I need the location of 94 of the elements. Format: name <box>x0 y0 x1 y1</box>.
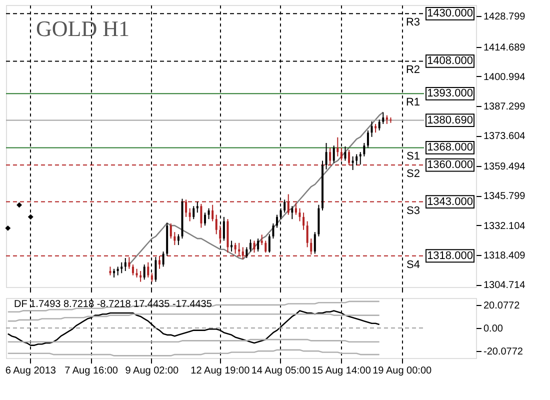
candlestick <box>154 256 157 282</box>
candlestick <box>268 234 270 254</box>
ref-line-label: 1343.000 <box>427 196 473 208</box>
candlestick <box>370 120 373 138</box>
candlestick <box>230 240 233 252</box>
candlestick <box>291 206 294 220</box>
candlestick <box>264 240 267 254</box>
ref-line-label: 1368.000 <box>427 142 473 154</box>
y-tick-label: 1359.494 <box>484 162 526 173</box>
candlestick <box>120 262 123 274</box>
x-tick-label: 7 Aug 16:00 <box>64 366 118 376</box>
y-tick-label: 1428.799 <box>484 12 526 23</box>
candlestick <box>147 262 150 278</box>
annotation: S3 <box>406 204 420 217</box>
candlestick <box>219 225 222 244</box>
candlestick <box>359 152 362 166</box>
candlestick <box>344 146 346 162</box>
candlestick <box>196 201 198 214</box>
ref-line-label: 1393.000 <box>427 88 473 100</box>
candlestick <box>306 220 308 248</box>
candlestick <box>174 232 176 246</box>
candlestick <box>162 251 164 268</box>
ref-line-label: 1380.690 <box>427 114 473 126</box>
x-tick-label: 19 Aug 00:00 <box>372 366 432 376</box>
x-tick-label: 15 Aug 14:00 <box>312 366 372 376</box>
annotation: S4 <box>406 258 420 271</box>
y-tick-label: 1332.104 <box>484 220 526 232</box>
y-tick-label: 1387.299 <box>484 101 526 112</box>
y-tick-label: 1318.409 <box>484 250 526 262</box>
annotation: R3 <box>406 16 420 29</box>
candlestick <box>132 264 134 276</box>
x-tick-label: 12 Aug 19:00 <box>190 366 250 376</box>
candlestick <box>272 222 274 240</box>
candlestick <box>188 208 191 222</box>
candlestick <box>192 206 195 220</box>
candlestick <box>366 130 369 148</box>
candlestick <box>336 136 339 157</box>
candlestick <box>352 156 354 171</box>
x-tick-label: 9 Aug 02:00 <box>125 366 180 376</box>
candlestick <box>298 208 301 222</box>
candlestick <box>200 203 202 228</box>
candlestick <box>246 246 248 259</box>
chart-title: DF 1.7493 8.7218 -8.7218 17.4435 -17.4435 <box>14 299 212 310</box>
candlestick <box>260 234 263 246</box>
x-tick-label: 14 Aug 05:00 <box>251 366 311 376</box>
candlestick <box>170 222 172 240</box>
candlestick <box>276 214 278 228</box>
candlestick <box>325 142 328 170</box>
y-tick-label: 20.0772 <box>484 300 520 312</box>
annotation: R1 <box>406 96 420 109</box>
candlestick <box>382 112 384 124</box>
candlestick <box>215 214 218 235</box>
candlestick <box>340 147 342 162</box>
y-tick-label: 1345.799 <box>484 191 526 202</box>
ref-line-label: 1318.000 <box>427 250 473 262</box>
candlestick <box>332 145 335 164</box>
y-tick-label: 1400.994 <box>484 72 526 83</box>
candlestick <box>356 154 358 166</box>
point <box>5 225 11 231</box>
candlestick <box>284 199 286 214</box>
candlestick <box>124 258 126 272</box>
ref-line-label: 1408.000 <box>427 55 473 68</box>
candlestick <box>257 238 260 252</box>
candlestick <box>177 234 180 246</box>
y-tick-label: 1304.714 <box>484 280 526 292</box>
candlestick <box>302 212 305 230</box>
candlestick <box>212 204 214 222</box>
candlestick <box>204 212 206 226</box>
candlestick <box>253 240 256 254</box>
candlestick <box>143 264 146 280</box>
annotation: S1 <box>406 150 420 163</box>
candlestick <box>378 119 380 131</box>
candlestick <box>234 242 236 254</box>
point <box>28 214 34 220</box>
y-tick-label: -20.0772 <box>484 346 524 358</box>
text: GOLD H1 <box>36 16 130 41</box>
y-tick-label: 0.00 <box>484 324 504 334</box>
candlestick <box>222 216 225 242</box>
ref-line-label: 1430.000 <box>427 8 473 20</box>
annotation: S2 <box>406 168 420 180</box>
candlestick <box>208 208 210 220</box>
x-tick-label: 6 Aug 2013 <box>5 366 56 376</box>
line-series <box>7 314 380 322</box>
line-series <box>7 300 380 312</box>
y-tick-label: 1414.689 <box>484 42 526 54</box>
candlestick <box>363 142 366 157</box>
annotation: R2 <box>406 64 420 76</box>
point <box>16 202 22 208</box>
y-tick-label: 1373.604 <box>484 131 526 142</box>
candlestick <box>140 270 142 282</box>
line-series <box>128 112 384 266</box>
candlestick <box>249 238 252 252</box>
ref-line-label: 1360.000 <box>427 159 473 172</box>
candlestick <box>314 232 316 254</box>
